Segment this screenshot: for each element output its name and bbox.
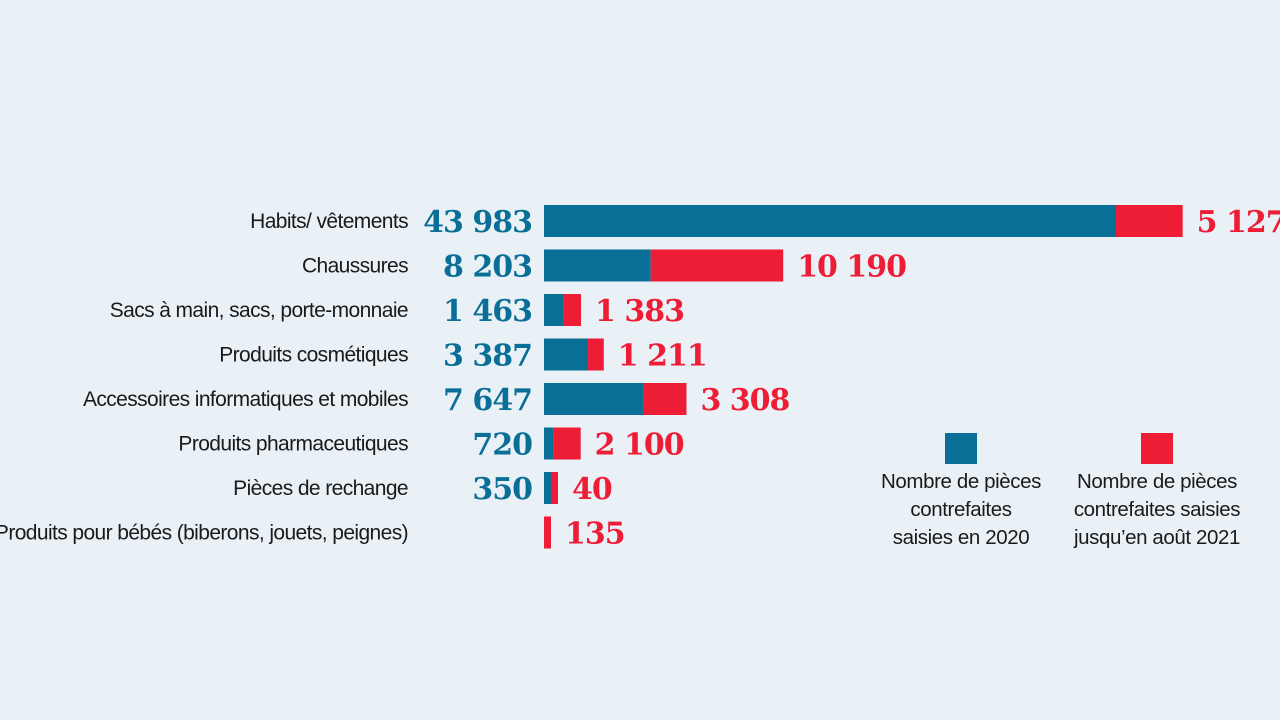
bars bbox=[544, 205, 1183, 549]
legend-swatch-2021 bbox=[1141, 433, 1173, 464]
bar-2021 bbox=[544, 516, 551, 549]
value-label-2020: 720 bbox=[472, 428, 532, 463]
value-label-2021: 2 100 bbox=[595, 428, 684, 463]
value-label-2021: 3 308 bbox=[700, 383, 789, 418]
bar-2021 bbox=[588, 338, 604, 371]
legend: Nombre de pièces contrefaites saisies en 2… bbox=[881, 433, 1241, 549]
value-label-2020: 350 bbox=[472, 472, 532, 507]
bar-2020 bbox=[544, 383, 644, 415]
value-label-2020: 3 387 bbox=[443, 339, 532, 374]
category-label: Produits pour bébés (biberons, jouets, p… bbox=[0, 522, 408, 545]
value-label-2021: 10 190 bbox=[797, 250, 906, 285]
value-label-2021: 40 bbox=[572, 472, 612, 507]
category-labels: Habits/ vêtements Chaussures Sacs à main, … bbox=[0, 210, 409, 545]
value-label-2020: 1 463 bbox=[443, 294, 532, 329]
category-label: Accessoires informatiques et mobiles bbox=[83, 388, 408, 411]
category-label: Habits/ vêtements bbox=[250, 210, 408, 233]
value-label-2021: 5 127 bbox=[1197, 205, 1280, 240]
legend-item-2020: Nombre de pièces contrefaites saisies en 2… bbox=[881, 433, 1042, 549]
bar-2021 bbox=[553, 427, 581, 460]
series-2020-value-labels: 43 983 8 203 1 463 3 387 7 647 720 350 bbox=[423, 205, 533, 507]
bar-2021 bbox=[1116, 205, 1183, 237]
category-label: Produits pharmaceutiques bbox=[178, 433, 408, 456]
value-label-2020: 8 203 bbox=[443, 250, 532, 285]
category-label: Pièces de rechange bbox=[233, 477, 408, 500]
value-label-2021: 1 383 bbox=[595, 294, 684, 329]
category-label: Produits cosmétiques bbox=[219, 344, 408, 367]
value-label-2020: 43 983 bbox=[423, 205, 532, 240]
bar-2020 bbox=[544, 338, 589, 371]
series-2021-value-labels: 5 127 10 190 1 383 1 211 3 308 2 100 40 135 bbox=[565, 205, 1280, 552]
category-label: Sacs à main, sacs, porte-monnaie bbox=[110, 299, 408, 322]
bar-2020 bbox=[544, 294, 564, 326]
bar-2021 bbox=[563, 294, 582, 326]
legend-label-2021: Nombre de pièces contrefaites saisies jusq… bbox=[1073, 470, 1240, 549]
value-label-2021: 135 bbox=[565, 517, 625, 552]
bar-2021 bbox=[551, 472, 558, 504]
value-label-2020: 7 647 bbox=[443, 383, 532, 418]
legend-label-2020: Nombre de pièces contrefaites saisies en 2… bbox=[881, 470, 1041, 549]
category-label: Chaussures bbox=[302, 255, 408, 278]
value-label-2021: 1 211 bbox=[618, 339, 707, 374]
bar-2021 bbox=[650, 249, 784, 282]
bar-2021 bbox=[643, 383, 687, 415]
bar-2020 bbox=[544, 249, 651, 282]
legend-item-2021: Nombre de pièces contrefaites saisies jusq… bbox=[1073, 433, 1241, 549]
legend-swatch-2020 bbox=[945, 433, 977, 464]
bar-2020 bbox=[544, 472, 551, 504]
bar-2020 bbox=[544, 205, 1116, 237]
bar-2020 bbox=[544, 427, 554, 460]
